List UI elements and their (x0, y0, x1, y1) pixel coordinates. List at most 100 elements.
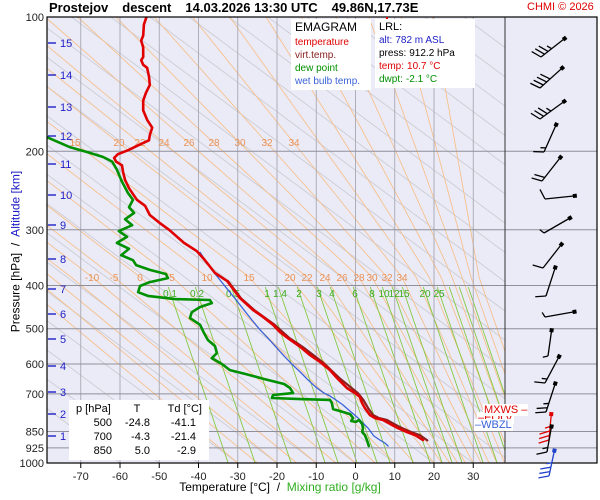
svg-text:15: 15 (69, 138, 81, 149)
svg-text:8: 8 (369, 289, 375, 300)
wind-barb (532, 241, 565, 269)
wind-barb (535, 380, 558, 414)
svg-text:300: 300 (26, 225, 44, 237)
dew-point-curve (47, 135, 371, 448)
lrl-press: press: 912.2 hPa (379, 48, 455, 59)
svg-text:1: 1 (60, 431, 66, 443)
svg-text:7: 7 (60, 284, 66, 296)
page-title: Prostejov descent 14.03.2026 13:30 UTC 49.8… (49, 0, 432, 15)
svg-text:-5: -5 (110, 273, 119, 284)
svg-text:26: 26 (183, 138, 195, 149)
svg-text:500: 500 (26, 324, 44, 336)
wind-barb (539, 215, 573, 234)
svg-text:20: 20 (428, 471, 440, 483)
wind-barb (542, 327, 554, 358)
wind-barb (534, 353, 562, 384)
svg-text:1.4: 1.4 (273, 289, 287, 300)
svg-text:400: 400 (26, 281, 44, 293)
svg-text:34: 34 (288, 138, 300, 149)
svg-text:1: 1 (264, 289, 270, 300)
wind-barb (530, 98, 568, 120)
table-header: p [hPa] T Td [°C] (76, 403, 202, 415)
svg-text:14: 14 (60, 70, 72, 82)
levels-table: p [hPa] T Td [°C] 500 -24.8 -41.1 700 -4… (69, 400, 209, 460)
lrl-info-box: LRL: alt: 782 m ASL press: 912.2 hPa temp:… (375, 19, 475, 88)
wind-barb (533, 121, 559, 153)
svg-text:28: 28 (208, 138, 220, 149)
legend-item-dew-point: dew point (295, 63, 338, 74)
sounding-curves (47, 17, 429, 448)
svg-text:-70: -70 (73, 471, 89, 483)
svg-text:22: 22 (301, 273, 313, 284)
station-name: Prostejov (49, 0, 109, 15)
svg-text:600: 600 (26, 359, 44, 371)
datetime: 14.03.2026 13:30 UTC (185, 0, 318, 15)
wind-barbs (530, 35, 578, 479)
svg-text:15: 15 (60, 38, 72, 50)
svg-text:700: 700 (26, 389, 44, 401)
svg-text:0: 0 (137, 273, 143, 284)
legend-item-temperature: temperature (295, 37, 349, 48)
legend: EMAGRAM temperature virt.temp. dew point… (291, 19, 371, 90)
lrl-temp: temp: 10.7 °C (379, 61, 441, 72)
svg-text:11: 11 (60, 159, 71, 171)
svg-text:3: 3 (316, 289, 322, 300)
svg-text:-20: -20 (269, 471, 285, 483)
svg-text:-40: -40 (191, 471, 207, 483)
svg-text:100: 100 (26, 12, 44, 24)
svg-text:-10: -10 (85, 273, 100, 284)
legend-item-wet-bulb: wet bulb temp. (295, 76, 361, 87)
wbzl-marker: –WBZL (474, 419, 513, 431)
copyright-label: CHMI © 2026 (527, 1, 594, 13)
wind-barb (536, 424, 554, 455)
lrl-title: LRL: (379, 21, 403, 33)
svg-text:28: 28 (353, 273, 365, 284)
svg-text:850: 850 (26, 427, 44, 439)
svg-text:32: 32 (381, 273, 393, 284)
wind-barb (541, 309, 577, 318)
svg-text:25: 25 (433, 289, 445, 300)
wind-barb (539, 189, 578, 200)
plot-border (46, 16, 598, 464)
mxws-marker: MXWS – (483, 404, 529, 416)
svg-text:26: 26 (336, 273, 348, 284)
svg-text:0: 0 (352, 471, 358, 483)
svg-text:15: 15 (243, 273, 255, 284)
temperature-curve (112, 17, 425, 442)
svg-text:20: 20 (284, 273, 296, 284)
svg-text:5: 5 (60, 334, 66, 346)
svg-text:200: 200 (26, 146, 44, 158)
svg-text:24: 24 (319, 273, 331, 284)
legend-item-virt-temp: virt.temp. (295, 50, 337, 61)
svg-text:20: 20 (113, 138, 125, 149)
svg-text:32: 32 (261, 138, 273, 149)
svg-text:10: 10 (378, 289, 390, 300)
svg-text:10: 10 (389, 471, 401, 483)
svg-text:34: 34 (396, 273, 408, 284)
wind-barb (535, 264, 558, 298)
svg-text:3: 3 (60, 387, 66, 399)
svg-text:2: 2 (296, 289, 302, 300)
table-row: 500 -24.8 -41.1 (93, 417, 196, 429)
svg-text:5: 5 (169, 273, 175, 284)
svg-text:0.1: 0.1 (163, 289, 177, 300)
svg-text:30: 30 (366, 273, 378, 284)
table-row: 850 5.0 -2.9 (93, 445, 196, 457)
svg-text:1000: 1000 (20, 458, 44, 470)
svg-text:10: 10 (201, 273, 213, 284)
svg-text:0.5: 0.5 (226, 289, 240, 300)
svg-text:-30: -30 (230, 471, 246, 483)
wet-bulb-temperature-curve (199, 251, 389, 447)
coordinates: 49.86N,17.73E (331, 0, 419, 15)
lrl-alt: alt: 782 m ASL (379, 35, 445, 46)
y-axis-caption: Pressure [hPa] / Altitude [km] (8, 170, 23, 333)
legend-heading: EMAGRAM (295, 20, 358, 34)
wind-barb (530, 65, 566, 89)
svg-text:30: 30 (467, 471, 479, 483)
svg-text:24: 24 (158, 138, 170, 149)
wind-barb (538, 448, 557, 479)
lrl-dwpt: dwpt: -2.1 °C (379, 74, 438, 85)
profile-type: descent (122, 0, 172, 15)
